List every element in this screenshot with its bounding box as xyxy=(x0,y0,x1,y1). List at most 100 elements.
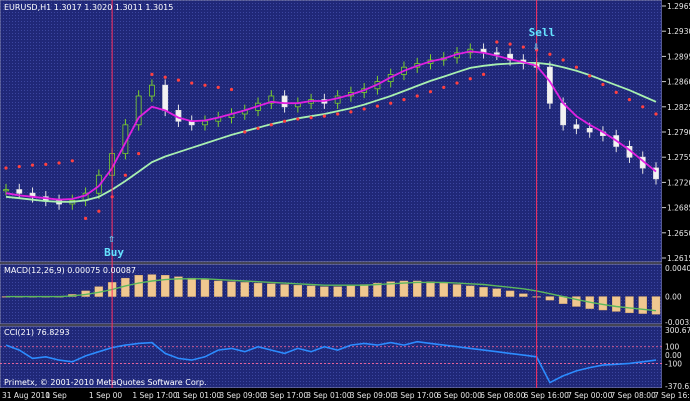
cci-line xyxy=(5,340,657,384)
time-tick-label: 3 Sep 17:00 xyxy=(393,391,439,400)
psar-dot xyxy=(349,110,353,114)
price-tick-label: 1.2615 xyxy=(667,254,690,263)
psar-dot xyxy=(17,164,21,169)
price-tick-label: 1.2790 xyxy=(667,128,690,137)
macd-histogram-bar xyxy=(452,284,462,297)
psar-dot xyxy=(481,72,486,76)
time-tick-label: 1 Sep 00 xyxy=(89,391,122,400)
macd-histogram-bar xyxy=(492,288,502,297)
candle-body xyxy=(16,189,23,194)
macd-histogram-bar xyxy=(320,286,329,297)
psar-dot xyxy=(70,159,74,163)
copyright-text: Primetx, © 2001-2010 MetaQuotes Software… xyxy=(4,378,207,387)
cci-panel[interactable] xyxy=(0,325,663,389)
macd-histogram-bar xyxy=(413,280,422,297)
macd-histogram-bar xyxy=(240,282,249,297)
cci-tick-label: 100 xyxy=(665,343,680,352)
cci-header: CCI(21) 76.8293 xyxy=(4,328,70,337)
psar-dot xyxy=(30,163,35,167)
psar-dot xyxy=(627,98,632,102)
macd-histogram-bar xyxy=(638,296,647,314)
macd-histogram-bar xyxy=(200,279,210,297)
cci-tick-label: 300.675 xyxy=(665,326,690,335)
macd-histogram-bar xyxy=(572,296,581,307)
price-header: EURUSD,H1 1.3017 1.3020 1.3011 1.3015 xyxy=(4,3,173,12)
time-tick-label: 7 Sep 16:00 xyxy=(654,391,690,400)
macd-histogram-bar xyxy=(214,280,223,297)
macd-histogram-bar xyxy=(651,296,661,315)
psar-dot xyxy=(4,166,8,170)
psar-dot xyxy=(375,104,380,108)
macd-histogram-bar xyxy=(253,282,263,297)
candle-body xyxy=(95,174,102,194)
macd-histogram-bar xyxy=(134,275,143,297)
time-tick-label: 3 Sep 09:00 xyxy=(350,391,396,400)
macd-histogram-bar xyxy=(439,282,448,297)
candle-body xyxy=(493,52,500,55)
cci-tick-label: -100 xyxy=(665,359,682,368)
psar-dot xyxy=(561,58,565,62)
psar-dot xyxy=(362,107,366,111)
psar-dot xyxy=(243,130,247,134)
macd-histogram-bar xyxy=(280,284,289,297)
macd-histogram-bar xyxy=(612,296,621,312)
psar-dot xyxy=(150,72,154,76)
candle-body xyxy=(586,127,593,133)
macd-histogram-bar xyxy=(466,285,475,297)
psar-dot xyxy=(548,52,552,56)
macd-histogram-bar xyxy=(227,281,236,297)
macd-histogram-bar xyxy=(386,281,395,297)
candle-body xyxy=(162,84,169,111)
psar-dot xyxy=(588,74,592,78)
psar-dot xyxy=(269,123,273,127)
psar-dot xyxy=(442,85,446,89)
price-tick-label: 1.2860 xyxy=(667,78,690,87)
time-axis-panel xyxy=(0,388,662,401)
signal-label: Sell xyxy=(529,26,556,39)
time-tick-label: 7 Sep 08:00 xyxy=(611,391,657,400)
price-tick-label: 1.2930 xyxy=(667,27,690,36)
macd-histogram-bar xyxy=(625,296,634,314)
psar-dot xyxy=(282,119,287,123)
price-panel[interactable] xyxy=(0,0,663,263)
macd-histogram-bar xyxy=(267,283,276,297)
psar-dot xyxy=(455,81,459,85)
candle-body xyxy=(268,95,275,104)
candle-body xyxy=(281,95,288,108)
signals: Buy⇧ Sell⇩ xyxy=(104,0,555,388)
psar-dot xyxy=(389,101,393,105)
psar-dot xyxy=(402,98,406,102)
macd-histogram-bar xyxy=(479,287,488,297)
psar-dot xyxy=(428,90,433,94)
psar-dot xyxy=(97,209,101,213)
psar-dot xyxy=(614,90,618,94)
time-tick-label: 1 Sep 01:00 xyxy=(176,391,222,400)
time-tick-label: 1 Sep xyxy=(45,391,67,400)
psar-dot xyxy=(83,216,88,220)
macd-histogram-bar xyxy=(505,290,515,297)
time-tick-label: 1 Sep 17:00 xyxy=(132,391,178,400)
time-tick-label: 31 Aug 2010 xyxy=(2,391,50,400)
macd-histogram-bar xyxy=(399,280,409,297)
macd-histogram-bar xyxy=(147,274,157,297)
psar-dot xyxy=(256,126,260,130)
macd-histogram-bar xyxy=(160,275,170,297)
psar-dot xyxy=(216,85,220,89)
price-tick-label: 1.2965 xyxy=(667,2,690,11)
psar-dot xyxy=(229,87,234,92)
macd-histogram-bar xyxy=(373,282,382,297)
psar-dot xyxy=(601,82,605,87)
psar-dot xyxy=(336,112,340,116)
price-axis-panel xyxy=(662,0,690,401)
macd-histogram-bar xyxy=(174,276,183,297)
macd-histogram-bar xyxy=(187,277,196,297)
signal-arrow: ⇧ xyxy=(108,232,115,245)
macd-tick-label: 0.00 xyxy=(665,293,682,302)
macd-histogram-bar xyxy=(545,296,555,301)
time-tick-label: 3 Sep 01:00 xyxy=(306,391,352,400)
psar-dot xyxy=(415,94,419,98)
macd-histogram-bar xyxy=(333,286,342,297)
time-tick-label: 3 Sep 17:00 xyxy=(263,391,309,400)
